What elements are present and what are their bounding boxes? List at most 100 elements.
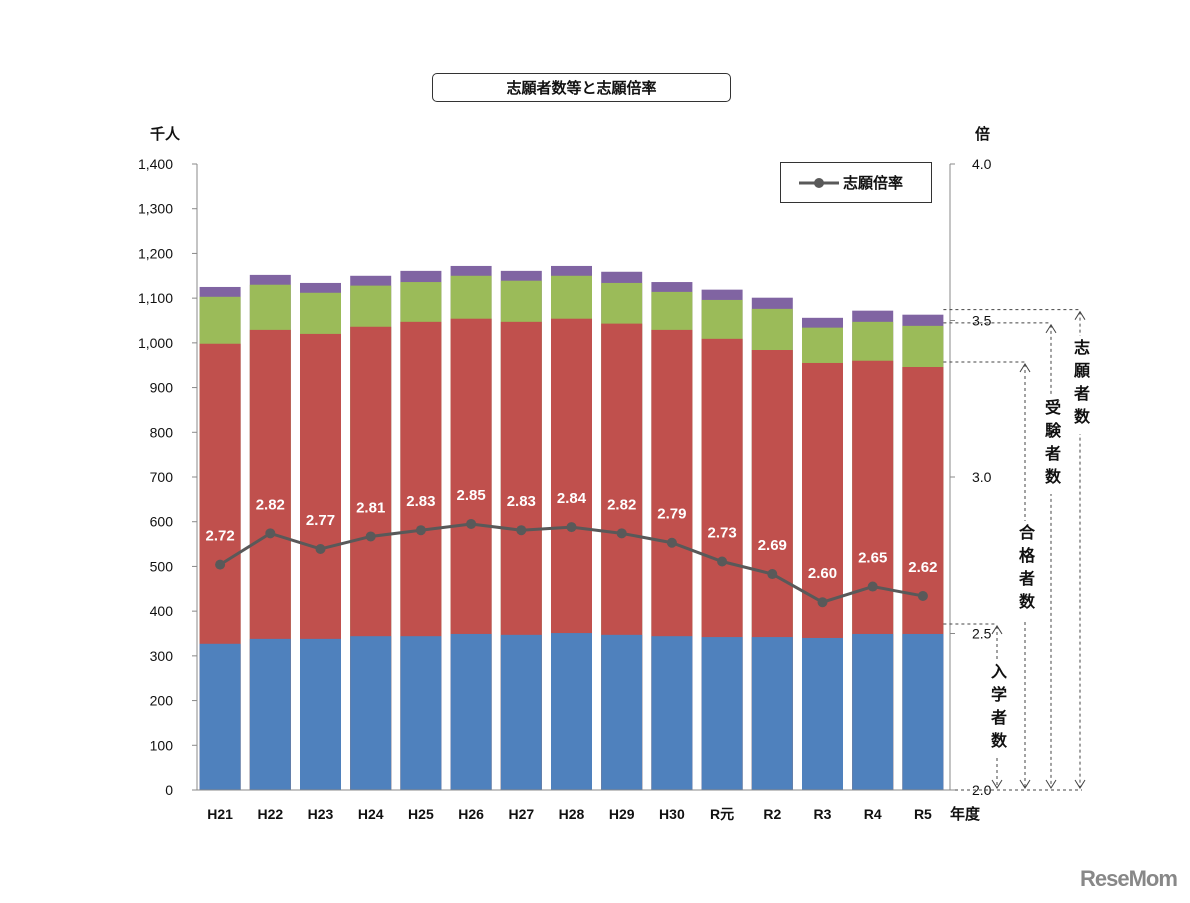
x-tick-label: H23 [308,806,334,822]
ratio-point-H22 [265,528,276,539]
chart-title: 志願者数等と志願倍率 [432,73,731,102]
y2-tick-label: 3.5 [972,313,992,329]
y2-tick-label: 2.5 [972,626,992,642]
arrow-down-icon [1074,779,1086,789]
annotation-examinees-label: 受験者数 [1041,396,1061,494]
annotation-enrollees-label: 入学者数 [987,660,1007,758]
arrow-down-icon [1045,779,1057,789]
y-tick-label: 1,000 [138,335,173,351]
ratio-data-label: 2.60 [808,565,837,582]
arrow-up-icon [1019,363,1031,373]
bar-入学者数-R4 [852,633,894,790]
bar-入学者数-H26 [450,633,492,790]
ratio-point-H28 [566,522,577,533]
right-axis-unit: 倍 [975,125,991,143]
ratio-data-label: 2.72 [205,528,234,545]
annotation-applicants-label: 志願者数 [1070,336,1090,434]
ratio-data-label: 2.85 [456,487,485,504]
x-tick-label: H30 [659,806,685,822]
x-tick-label: R3 [814,806,832,822]
resemom-logo: ReseMom [1080,866,1178,891]
ratio-point-H25 [415,525,426,536]
ratio-data-label: 2.84 [557,490,587,507]
bar-入学者数-R5 [902,633,944,790]
bar-入学者数-R元 [701,637,743,790]
y-tick-label: 1,100 [138,290,173,306]
y-tick-label: 700 [150,469,174,485]
y-tick-label: 900 [150,380,174,396]
ratio-data-label: 2.69 [758,537,787,554]
x-tick-label: H28 [559,806,585,822]
arrow-down-icon [1019,779,1031,789]
ratio-point-H24 [365,531,376,542]
x-axis-label: 年度 [950,805,981,823]
y-tick-label: 100 [150,737,174,753]
x-tick-label: H29 [609,806,635,822]
ratio-data-label: 2.73 [707,525,736,542]
x-tick-label: R元 [710,806,734,822]
bar-入学者数-H22 [249,638,291,790]
bar-入学者数-H29 [601,634,643,790]
y-tick-label: 1,200 [138,245,173,261]
x-tick-label: H27 [508,806,534,822]
ratio-point-H21 [215,559,226,570]
y-tick-label: 500 [150,558,174,574]
legend-entry: 志願倍率 [843,174,904,192]
ratio-data-label: 2.82 [607,496,636,513]
y-tick-label: 0 [165,782,173,798]
legend-line-marker-icon [799,177,839,188]
x-tick-label: R2 [763,806,781,822]
ratio-data-label: 2.77 [306,512,335,529]
y-tick-label: 800 [150,424,174,440]
ratio-data-label: 2.82 [256,496,285,513]
bar-入学者数-R3 [802,637,843,790]
ratio-data-label: 2.62 [908,559,937,576]
y-tick-label: 600 [150,514,174,530]
ratio-point-R4 [867,581,878,592]
bar-入学者数-H21 [199,643,241,790]
ratio-data-label: 2.83 [406,493,435,510]
ratio-point-H29 [616,528,627,539]
y-tick-label: 300 [150,648,174,664]
x-tick-label: H22 [257,806,283,822]
ratio-point-H30 [666,537,677,548]
y-tick-label: 200 [150,693,174,709]
ratio-point-H26 [466,518,477,529]
ratio-data-label: 2.83 [507,493,536,510]
arrow-up-icon [1045,323,1057,334]
ratio-point-R2 [767,569,778,580]
arrow-down-icon [991,779,1003,789]
ratio-point-R5 [917,590,928,601]
ratio-point-H23 [315,543,326,554]
x-tick-label: H24 [358,806,384,822]
bar-入学者数-H27 [500,634,542,790]
x-tick-label: H21 [207,806,233,822]
x-tick-label: R5 [914,806,932,822]
y2-tick-label: 3.0 [972,469,992,485]
bar-入学者数-H30 [651,636,693,790]
y-tick-label: 1,400 [138,156,173,172]
arrow-up-icon [991,625,1003,635]
bar-入学者数-R2 [751,637,793,790]
x-tick-label: H26 [458,806,484,822]
left-axis-unit: 千人 [150,125,181,143]
arrow-up-icon [1074,310,1086,320]
bar-入学者数-H23 [300,638,341,790]
ratio-data-label: 2.79 [657,506,686,523]
bar-入学者数-H28 [551,633,592,790]
ratio-point-R3 [817,597,828,608]
ratio-point-R元 [717,556,728,567]
y2-tick-label: 4.0 [972,156,992,172]
annotation-passers-label: 合格者数 [1015,521,1035,619]
ratio-data-label: 2.81 [356,499,385,516]
x-tick-label: R4 [864,806,882,822]
legend: 志願倍率 [780,162,932,203]
bar-入学者数-H25 [400,636,442,790]
bar-入学者数-H24 [350,636,392,790]
y-tick-label: 400 [150,603,174,619]
x-tick-label: H25 [408,806,434,822]
ratio-data-label: 2.65 [858,550,887,567]
ratio-point-H27 [516,525,527,536]
y-tick-label: 1,300 [138,201,173,217]
